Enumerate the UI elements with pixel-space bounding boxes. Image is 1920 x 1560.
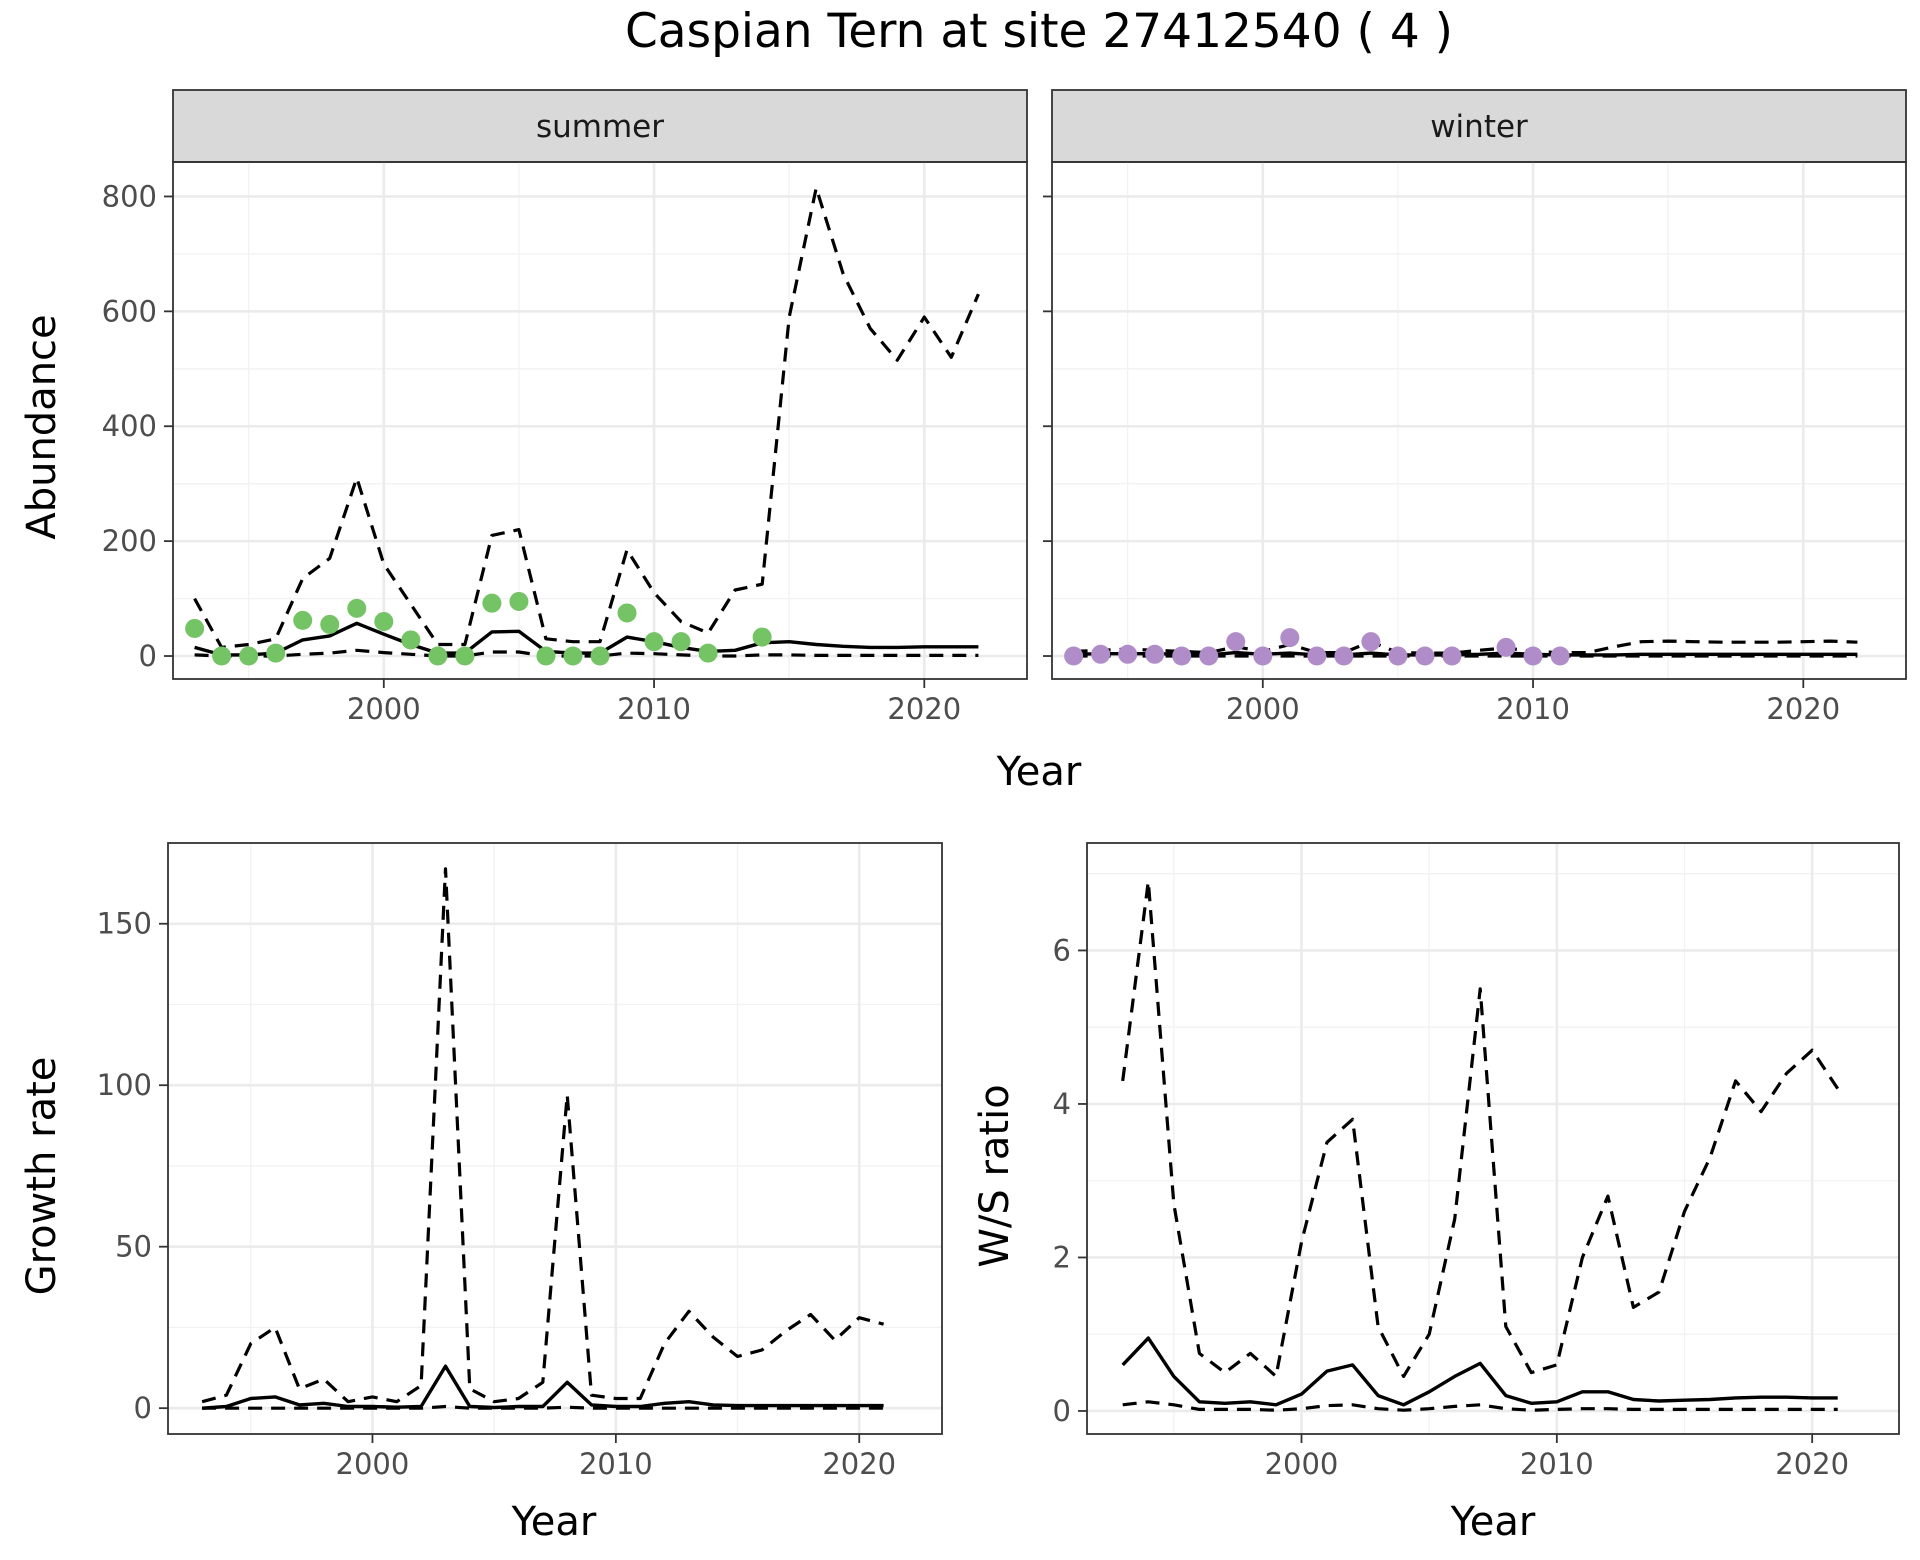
summer-plot-area: 2000 2010 2020 0 200 400 600 800 — [102, 161, 1028, 726]
summer-panel: summer 2000 2010 2020 0 200 400 600 800 — [102, 89, 1028, 726]
summer-observed-point — [671, 632, 691, 652]
winter-x-tick-label: 2020 — [1766, 692, 1840, 726]
winter-observed-point — [1361, 632, 1381, 652]
growth-rate-x-axis-title: Year — [511, 1499, 597, 1545]
ws-ratio-upper-bound-line — [1121, 879, 1840, 1378]
ws-ratio-y-tick-label: 6 — [1053, 933, 1071, 967]
summer-strip-label: summer — [536, 109, 664, 145]
summer-x-tick-label: 2000 — [347, 692, 421, 726]
growth-rate-x-tick-label: 2010 — [579, 1447, 653, 1481]
growth-rate-y-tick-label: 0 — [134, 1391, 152, 1425]
growth-rate-panel: 2000 2010 2020 0 50 100 150 — [97, 842, 943, 1481]
winter-x-tick-label: 2000 — [1226, 692, 1300, 726]
winter-panel: winter 2000 2010 2020 — [1043, 89, 1907, 726]
growth-rate-panel-border — [167, 842, 943, 1435]
winter-observed-point — [1172, 646, 1192, 666]
summer-observed-point — [617, 603, 637, 623]
summer-x-tick-label: 2020 — [887, 692, 961, 726]
growth-rate-mean-line — [201, 1364, 884, 1410]
winter-observed-point — [1280, 628, 1300, 648]
summer-observed-point — [536, 646, 556, 666]
winter-strip — [1051, 89, 1907, 163]
ws-ratio-mean-line — [1121, 1336, 1838, 1407]
summer-observed-point — [698, 643, 718, 663]
summer-upper-bound-line — [193, 186, 980, 649]
summer-observed-point — [320, 614, 340, 634]
winter-x-tick-label: 2010 — [1496, 692, 1570, 726]
ws-ratio-x-tick-label: 2000 — [1265, 1447, 1339, 1481]
growth-rate-y-tick-label: 100 — [97, 1068, 152, 1102]
winter-panel-border — [1051, 161, 1907, 680]
summer-observed-point — [644, 632, 664, 652]
summer-y-tick-label: 600 — [102, 294, 157, 328]
summer-observed-point — [428, 646, 448, 666]
summer-y-tick-label: 200 — [102, 524, 157, 558]
growth-rate-upper-bound-line — [201, 867, 885, 1404]
winter-observed-point — [1199, 646, 1219, 666]
ws-ratio-x-tick-label: 2010 — [1520, 1447, 1594, 1481]
winter-observed-point — [1226, 632, 1246, 652]
winter-plot-area: 2000 2010 2020 — [1043, 161, 1907, 726]
winter-mean-line — [1073, 650, 1858, 657]
summer-observed-point — [509, 591, 529, 611]
summer-lower-bound-line — [194, 648, 979, 658]
summer-y-tick-label: 800 — [102, 179, 157, 213]
summer-y-tick-label: 400 — [102, 409, 157, 443]
summer-observed-point — [590, 646, 610, 666]
winter-observed-point — [1415, 646, 1435, 666]
growth-rate-x-tick-label: 2000 — [336, 1447, 410, 1481]
abundance-x-axis-title: Year — [996, 749, 1082, 795]
summer-y-tick-label: 0 — [139, 639, 157, 673]
growth-rate-x-tick-label: 2020 — [822, 1447, 896, 1481]
summer-observed-point — [266, 643, 286, 663]
winter-strip-label: winter — [1430, 109, 1528, 145]
ws-ratio-y-tick-label: 2 — [1053, 1240, 1071, 1274]
summer-observed-point — [374, 612, 394, 632]
summer-observed-point — [455, 646, 475, 666]
winter-upper-bound-line — [1073, 639, 1858, 655]
summer-observed-point — [482, 593, 502, 613]
growth-rate-y-axis-title: Growth rate — [19, 1057, 65, 1296]
ws-ratio-lower-bound-line — [1122, 1400, 1838, 1412]
summer-observed-point — [212, 646, 232, 666]
summer-observed-point — [347, 598, 367, 618]
summer-observed-point — [401, 630, 421, 650]
ws-ratio-y-tick-label: 4 — [1053, 1087, 1071, 1121]
winter-observed-point — [1253, 646, 1273, 666]
growth-rate-y-tick-label: 50 — [115, 1230, 152, 1264]
winter-observed-point — [1091, 644, 1111, 664]
summer-x-tick-label: 2010 — [617, 692, 691, 726]
ws-ratio-y-tick-label: 0 — [1053, 1394, 1071, 1428]
winter-observed-point — [1334, 646, 1354, 666]
winter-observed-point — [1550, 646, 1570, 666]
abundance-y-axis-title: Abundance — [19, 314, 65, 539]
winter-observed-point — [1145, 644, 1165, 664]
growth-rate-y-tick-label: 150 — [97, 907, 152, 941]
winter-observed-point — [1118, 644, 1138, 664]
summer-observed-point — [185, 618, 205, 638]
winter-observed-point — [1496, 637, 1516, 657]
ws-ratio-x-tick-label: 2020 — [1775, 1447, 1849, 1481]
chart-title: Caspian Tern at site 27412540 ( 4 ) — [625, 4, 1453, 59]
winter-observed-point — [1523, 646, 1543, 666]
winter-observed-point — [1388, 646, 1408, 666]
summer-observed-point — [752, 627, 772, 647]
ws-ratio-panel: 2000 2010 2020 0 2 4 6 — [1053, 842, 1900, 1481]
ws-ratio-y-axis-title: W/S ratio — [972, 1084, 1018, 1267]
winter-observed-point — [1442, 646, 1462, 666]
summer-observed-point — [239, 646, 259, 666]
summer-panel-border — [172, 161, 1028, 680]
summer-observed-point — [293, 610, 313, 630]
ws-ratio-x-axis-title: Year — [1450, 1499, 1536, 1545]
winter-observed-point — [1064, 646, 1084, 666]
summer-observed-point — [563, 646, 583, 666]
summer-mean-line — [194, 621, 979, 657]
summer-strip — [172, 89, 1028, 163]
ws-ratio-panel-border — [1086, 842, 1900, 1435]
winter-observed-point — [1307, 646, 1327, 666]
